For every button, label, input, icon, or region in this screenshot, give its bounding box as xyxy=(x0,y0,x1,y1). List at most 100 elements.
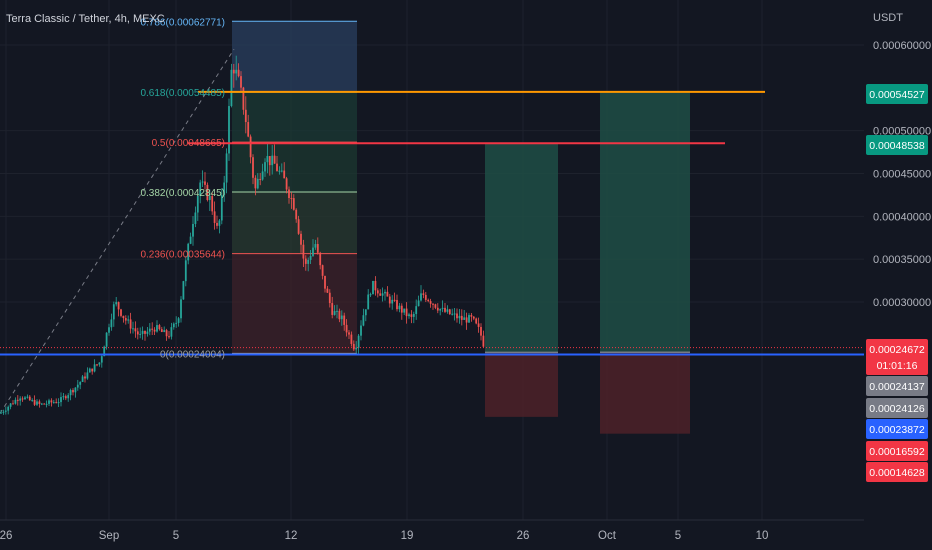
price-tick-labels: 0.00060000 0.00050000 0.00045000 0.00040000… xyxy=(873,40,931,309)
candle-body xyxy=(129,319,132,329)
candle-body xyxy=(436,307,439,311)
candle-body xyxy=(451,313,454,315)
candle-body xyxy=(340,315,343,320)
candle-body xyxy=(225,153,228,183)
price-label-tag xyxy=(866,398,928,418)
candle-body xyxy=(228,106,230,154)
candle-body xyxy=(43,403,46,405)
candle-body xyxy=(256,178,259,189)
candle-body xyxy=(2,411,5,413)
time-axis[interactable]: 26 Sep 5 12 19 26 Oct 5 10 xyxy=(0,519,864,550)
fib-trend-line[interactable] xyxy=(0,49,235,414)
candle-body xyxy=(151,328,154,330)
candle-body xyxy=(403,308,406,313)
time-tick-label: 5 xyxy=(675,530,681,542)
candle-body xyxy=(163,330,166,332)
candle-body xyxy=(117,302,120,310)
candle-body xyxy=(297,219,300,234)
candle-body xyxy=(218,220,221,226)
price-label-tag xyxy=(866,84,928,104)
candle-body xyxy=(432,303,434,305)
candle-body xyxy=(405,308,408,317)
candle-body xyxy=(120,309,122,316)
position-target-zone[interactable] xyxy=(485,143,558,353)
candle-body xyxy=(38,401,41,404)
price-label-text: 0.00023872 xyxy=(869,424,925,436)
candle-body xyxy=(482,335,485,347)
fib-level-label: 0.236(0.00035644) xyxy=(140,250,225,261)
price-label-tag xyxy=(866,376,928,396)
candle-body xyxy=(247,122,250,137)
price-label-text: 0.00016592 xyxy=(869,446,925,458)
price-tick-label: 0.00040000 xyxy=(873,211,931,223)
candle-body xyxy=(386,291,389,297)
candle-body xyxy=(74,387,77,393)
candle-body xyxy=(237,69,240,77)
candle-body xyxy=(470,315,473,317)
candle-body xyxy=(69,390,72,396)
candle-body xyxy=(439,308,442,311)
candle-body xyxy=(4,410,7,412)
horizontal-lines[interactable] xyxy=(0,90,864,356)
candle-body xyxy=(88,368,91,373)
candle-body xyxy=(148,328,151,332)
candle-body xyxy=(372,280,374,295)
candle-body xyxy=(266,156,269,163)
candle-body xyxy=(242,87,245,110)
time-tick-label: Oct xyxy=(598,530,617,542)
candle-body xyxy=(304,258,307,264)
candle-body xyxy=(168,336,170,338)
position-stop-zone[interactable] xyxy=(485,352,558,417)
candle-body xyxy=(141,330,144,334)
candle-body xyxy=(376,290,379,294)
candle-body xyxy=(254,177,257,189)
candle-body xyxy=(420,293,422,301)
candle-body xyxy=(79,381,82,385)
candle-body xyxy=(132,328,134,330)
price-axis[interactable]: USDT 0.000600000.000500000.000450000.000… xyxy=(864,0,932,550)
candle-body xyxy=(98,362,101,365)
position-boxes[interactable] xyxy=(485,91,690,434)
fib-level-label: 0.786(0.00062771) xyxy=(140,17,225,28)
candle-body xyxy=(338,310,341,320)
position-target-zone[interactable] xyxy=(600,91,690,353)
price-label-countdown: 01:01:16 xyxy=(877,360,918,372)
candle-body xyxy=(427,299,430,302)
candle-body xyxy=(108,327,110,333)
time-tick-label: 19 xyxy=(401,530,414,542)
candle-body xyxy=(84,376,86,379)
candle-body xyxy=(139,333,142,335)
position-stop-zone[interactable] xyxy=(600,352,690,434)
candle-body xyxy=(324,275,326,289)
candle-body xyxy=(326,288,329,293)
candle-body xyxy=(208,196,211,201)
candle-body xyxy=(352,343,355,350)
candle-body xyxy=(309,255,312,260)
candle-body xyxy=(292,198,295,210)
candle-body xyxy=(72,390,74,393)
candle-body xyxy=(52,402,55,404)
candle-body xyxy=(134,328,137,332)
candle-body xyxy=(364,309,367,316)
candle-body xyxy=(189,236,192,244)
time-tick-label: Sep xyxy=(99,530,119,542)
candle-body xyxy=(362,315,365,326)
candle-body xyxy=(153,329,156,332)
candle-body xyxy=(127,319,130,321)
candle-body xyxy=(124,318,127,321)
candle-body xyxy=(458,315,461,319)
price-label-tag xyxy=(866,135,928,155)
candle-body xyxy=(314,244,317,248)
candle-body xyxy=(67,395,70,399)
candle-body xyxy=(307,259,310,264)
candle-body xyxy=(158,325,161,330)
candle-body xyxy=(64,396,67,399)
candle-body xyxy=(24,397,26,400)
candle-body xyxy=(7,406,10,411)
candle-body xyxy=(477,323,480,327)
candle-body xyxy=(312,247,314,256)
candle-body xyxy=(285,178,288,190)
price-labels: 0.00054527 0.00048538 0.00024672 01:01:16 0.… xyxy=(866,84,928,482)
candle-body xyxy=(160,329,163,332)
